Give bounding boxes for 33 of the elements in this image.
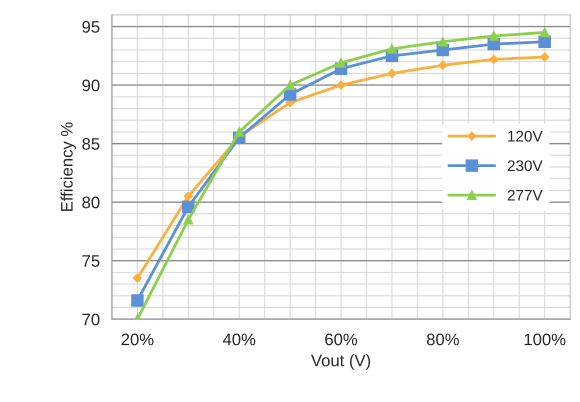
point (131, 294, 144, 307)
point (438, 36, 448, 47)
point (540, 52, 550, 62)
legend-label: 230V (508, 160, 543, 172)
point (540, 28, 550, 38)
point (488, 31, 499, 41)
point (182, 200, 195, 214)
x-tick-label: 80% (426, 334, 459, 346)
point (387, 68, 397, 78)
point (183, 214, 194, 225)
point (438, 60, 448, 70)
y-axis-title: Efficiency % (60, 122, 76, 211)
point (387, 44, 397, 54)
x-axis-title: Vout (V) (311, 354, 370, 370)
point (132, 274, 142, 283)
y-tick-label: 80 (82, 196, 100, 208)
point (234, 127, 244, 137)
y-tick-label: 75 (82, 255, 100, 267)
y-tick-label: 90 (82, 80, 100, 92)
point (184, 192, 193, 201)
point (489, 54, 498, 64)
x-tick-label: 60% (325, 334, 358, 346)
y-tick-label: 95 (82, 20, 100, 33)
point (285, 80, 295, 90)
legend-label: 277V (508, 190, 543, 200)
legend-label: 120V (508, 130, 543, 142)
point (336, 58, 346, 68)
point (336, 80, 346, 90)
y-tick-label: 85 (82, 138, 100, 150)
y-tick-label: 70 (82, 314, 100, 326)
x-tick-label: 20% (122, 334, 154, 346)
x-tick-label: 100% (524, 334, 566, 346)
x-tick-label: 40% (222, 334, 256, 346)
